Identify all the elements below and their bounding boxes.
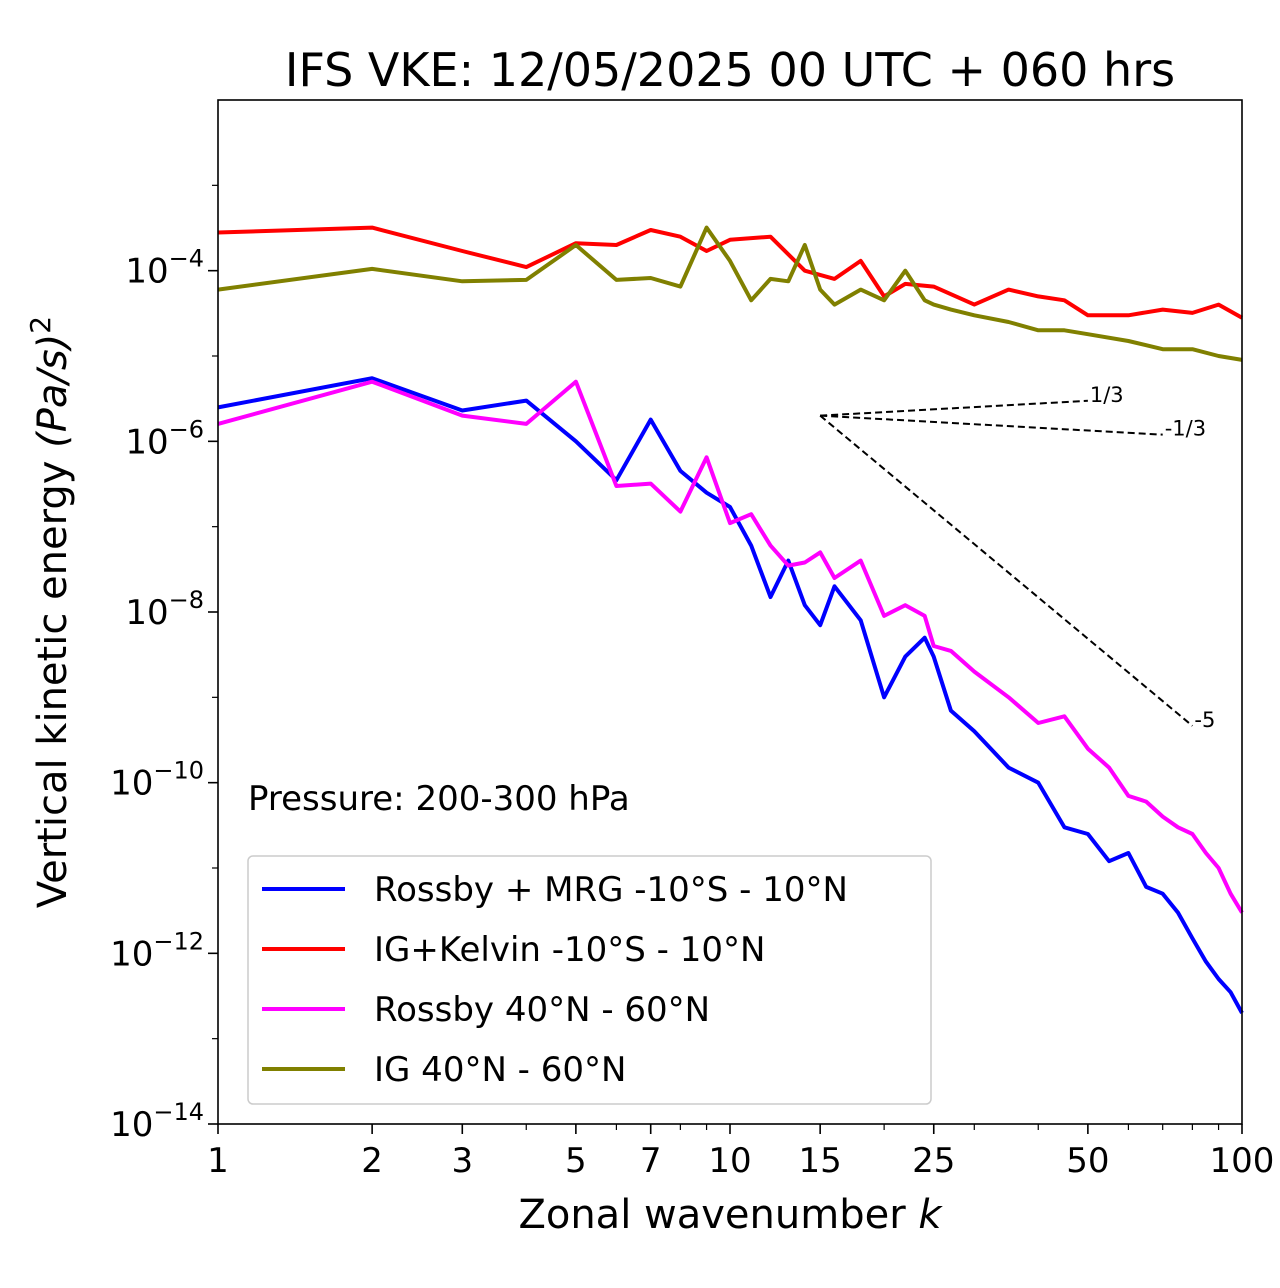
x-tick-label: 1 <box>207 1141 229 1181</box>
x-axis-label: Zonal wavenumber k <box>518 1192 943 1238</box>
y-tick-label: 10−8 <box>125 586 204 633</box>
y-tick-label: 10−4 <box>125 245 204 292</box>
slope-guide-0 <box>820 399 1088 417</box>
legend-label-0: Rossby + MRG -10°S - 10°N <box>374 870 848 910</box>
y-tick-label: 10−6 <box>125 415 204 462</box>
x-tick-label: 15 <box>799 1141 842 1181</box>
x-tick-label: 5 <box>565 1141 587 1181</box>
x-tick-label: 50 <box>1066 1141 1109 1181</box>
legend-box <box>247 855 932 1105</box>
series-line-2 <box>217 379 1244 914</box>
x-tick-label: 25 <box>912 1141 955 1181</box>
slope-guide-1 <box>820 414 1163 436</box>
slope-guide-label: 1/3 <box>1090 383 1124 407</box>
x-tick-label: 7 <box>640 1141 662 1181</box>
slope-guide-2 <box>819 414 1194 727</box>
legend-label-3: IG 40°N - 60°N <box>374 1050 626 1090</box>
slope-guide-label: -5 <box>1194 708 1215 732</box>
y-tick-label: 10−12 <box>110 927 204 974</box>
y-tick-label: 10−10 <box>110 757 204 804</box>
y-axis-label: Vertical kinetic energy (Pa/s)2 <box>24 316 76 908</box>
y-tick-label: 10−14 <box>110 1098 204 1145</box>
plot-area: 1/3 -1/3 -5 <box>217 225 1244 1014</box>
x-tick-label: 100 <box>1210 1141 1275 1181</box>
slope-guide-label: -1/3 <box>1165 417 1206 441</box>
axis-ticks: 1 2 3 5 7 10 15 25 50 100 10−4 10−6 10−8 10−10 10−12 10… <box>110 184 1275 1181</box>
legend-label-1: IG+Kelvin -10°S - 10°N <box>374 930 765 970</box>
x-tick-label: 2 <box>361 1141 383 1181</box>
legend: Rossby + MRG -10°S - 10°N IG+Kelvin -10°S… <box>247 855 932 1105</box>
x-tick-label: 3 <box>451 1141 473 1181</box>
chart-title: IFS VKE: 12/05/2025 00 UTC + 060 hrs <box>285 43 1175 97</box>
pressure-annotation: Pressure: 200-300 hPa <box>248 779 630 819</box>
series-line-0 <box>217 376 1244 1014</box>
series-line-1 <box>217 225 1243 320</box>
legend-label-2: Rossby 40°N - 60°N <box>374 990 710 1030</box>
series-line-3 <box>217 225 1243 362</box>
x-tick-label: 10 <box>708 1141 751 1181</box>
